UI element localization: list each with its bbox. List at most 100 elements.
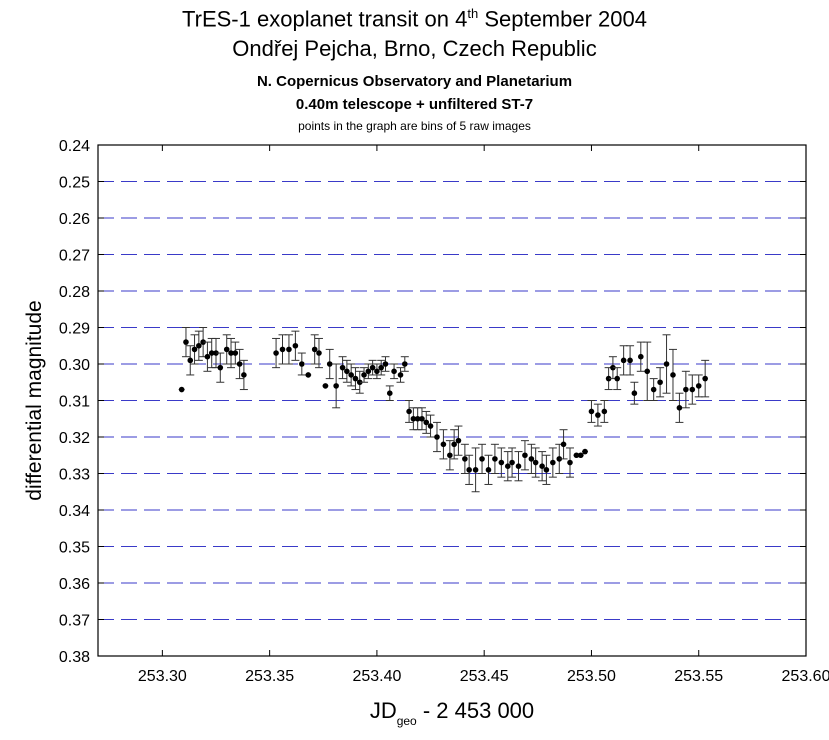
chart-subtitle-instrument: 0.40m telescope + unfiltered ST-7 (295, 96, 534, 113)
data-point (514, 451, 523, 482)
title-date-text: September 2004 (478, 6, 647, 32)
data-point (478, 443, 487, 474)
data-point (338, 356, 347, 380)
point-marker (382, 361, 389, 367)
point-marker (620, 357, 627, 364)
point-marker (577, 452, 584, 459)
data-point (342, 359, 351, 383)
x-tick-label: 253.50 (567, 668, 616, 685)
x-tick-label: 253.35 (245, 668, 294, 685)
y-tick-label: 0.34 (59, 503, 90, 520)
data-point (701, 359, 710, 398)
y-tick-label: 0.31 (59, 394, 90, 411)
point-marker (440, 441, 447, 448)
point-marker (627, 357, 633, 364)
data-point (608, 356, 617, 380)
x-tick-label: 253.45 (460, 668, 509, 685)
point-marker (492, 456, 498, 462)
point-marker (532, 459, 539, 466)
data-points (178, 327, 710, 493)
point-marker (305, 372, 312, 378)
point-marker (434, 434, 440, 440)
point-marker (451, 441, 457, 448)
point-marker (550, 459, 556, 466)
y-tick-label: 0.27 (59, 248, 90, 265)
data-point (688, 374, 697, 405)
point-marker (595, 412, 601, 418)
point-marker (196, 342, 202, 349)
point-marker (462, 456, 468, 462)
data-point (322, 383, 329, 389)
data-point (559, 429, 568, 460)
point-marker (191, 346, 198, 353)
point-marker (228, 350, 234, 356)
data-point (439, 429, 448, 460)
data-point (351, 367, 360, 391)
point-marker (187, 357, 194, 364)
data-point (222, 334, 231, 365)
point-marker (560, 441, 567, 448)
x-axis-label-main: JD (370, 698, 397, 723)
data-point (613, 367, 622, 391)
x-axis-label-subscript: geo (397, 714, 417, 728)
data-point (194, 330, 203, 361)
data-point (381, 356, 390, 372)
title-superscript: th (467, 6, 479, 21)
data-point (490, 443, 499, 474)
point-marker (348, 372, 354, 378)
point-marker (556, 456, 563, 462)
point-marker (316, 350, 322, 356)
y-tick-label: 0.35 (59, 540, 90, 557)
data-point (305, 372, 312, 378)
point-marker (292, 342, 299, 349)
point-marker (217, 364, 224, 371)
data-point (203, 341, 212, 372)
data-point (417, 407, 426, 431)
point-marker (200, 339, 206, 345)
point-marker (204, 353, 211, 360)
point-marker (223, 346, 230, 353)
point-marker (676, 405, 683, 411)
point-marker (178, 386, 185, 393)
point-marker (522, 452, 528, 459)
data-point (548, 447, 557, 478)
data-point (520, 440, 529, 471)
point-marker (466, 467, 472, 473)
data-point (445, 440, 454, 471)
data-point (649, 378, 658, 401)
point-marker (369, 364, 376, 371)
point-marker (515, 463, 522, 470)
point-marker (539, 463, 545, 470)
point-marker (365, 368, 372, 375)
point-marker (183, 339, 189, 345)
point-marker (414, 415, 421, 422)
data-point (460, 443, 469, 474)
data-point (471, 447, 480, 493)
chart-subtitle-observatory: N. Copernicus Observatory and Planetariu… (256, 73, 573, 90)
point-marker (695, 383, 702, 389)
data-point (291, 330, 300, 361)
y-tick-label: 0.28 (59, 284, 90, 301)
point-marker (241, 372, 247, 378)
data-point (582, 448, 589, 455)
data-point (400, 356, 409, 372)
data-point (662, 334, 671, 394)
title-main-text: TrES-1 exoplanet transit on 4 (182, 6, 468, 32)
data-point (377, 359, 386, 376)
data-point (566, 447, 574, 478)
point-marker (479, 456, 485, 462)
point-marker (374, 368, 380, 375)
data-point (390, 363, 399, 380)
data-point (454, 425, 463, 456)
data-point (636, 341, 645, 372)
data-point (422, 410, 431, 434)
point-marker (601, 408, 608, 415)
point-marker (614, 375, 620, 382)
data-point (542, 454, 551, 485)
data-point (360, 367, 369, 383)
data-point (186, 345, 195, 376)
data-point (538, 451, 547, 482)
point-marker (644, 368, 651, 375)
data-point (531, 447, 540, 478)
y-tick-label: 0.30 (59, 357, 90, 374)
